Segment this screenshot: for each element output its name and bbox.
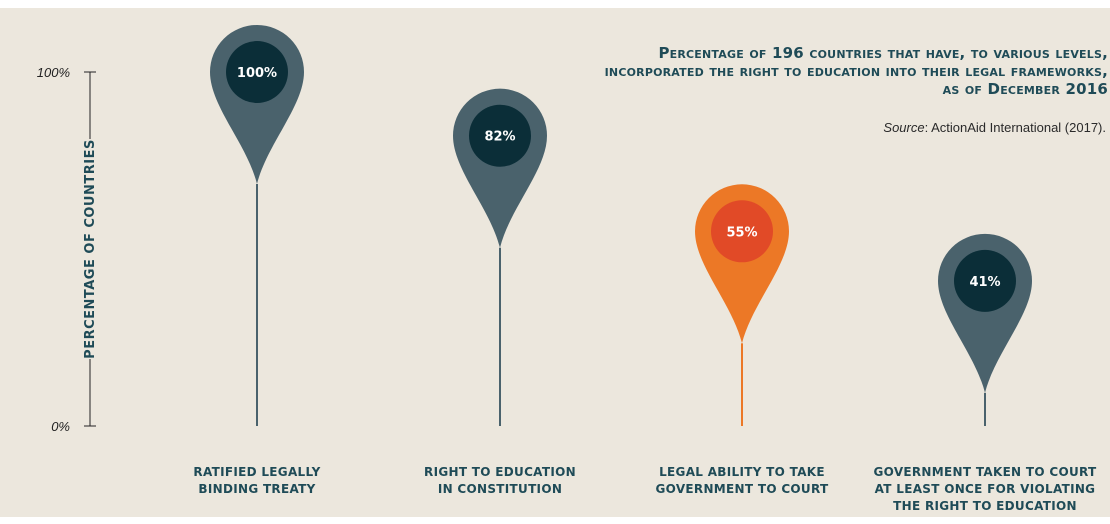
category-label-3-1: AT LEAST ONCE FOR VIOLATING [875,482,1096,496]
chart-panel: PERCENTAGE OF COUNTRIES 100% 0% 100% RATIFIE… [0,8,1110,517]
category-label-2-1: GOVERNMENT TO COURT [656,482,829,496]
source-text: : ActionAid International (2017). [924,120,1106,135]
category-label-0-1: BINDING TREATY [198,482,315,496]
y-tick-label-100: 100% [37,65,70,80]
category-label-2-0: LEGAL ABILITY TO TAKE [659,465,825,479]
y-tick-label-0: 0% [51,419,70,434]
category-label-3-0: GOVERNMENT TAKEN TO COURT [873,465,1097,479]
category-label-1-0: RIGHT TO EDUCATION [424,465,576,479]
source-label: Source [883,120,925,135]
pin-center-0 [226,41,288,103]
chart-title: Percentage of 196 countries that have, t… [604,44,1108,98]
data-label-2: 55% [726,225,757,240]
chart-source: Source: ActionAid International (2017). [883,120,1106,135]
pin-center-2 [711,200,773,263]
category-label-1-1: IN CONSTITUTION [438,482,562,496]
pin-center-1 [469,104,531,167]
category-label-3-2: THE RIGHT TO EDUCATION [893,499,1077,513]
y-axis-label: PERCENTAGE OF COUNTRIES [83,139,98,359]
pin-center-3 [954,249,1016,312]
chart-svg: PERCENTAGE OF COUNTRIES 100% 0% 100% RATIFIE… [37,25,1097,513]
category-label-0-0: RATIFIED LEGALLY [193,465,320,479]
data-label-1: 82% [484,130,515,145]
data-label-0: 100% [237,66,277,81]
data-label-3: 41% [969,275,1000,290]
